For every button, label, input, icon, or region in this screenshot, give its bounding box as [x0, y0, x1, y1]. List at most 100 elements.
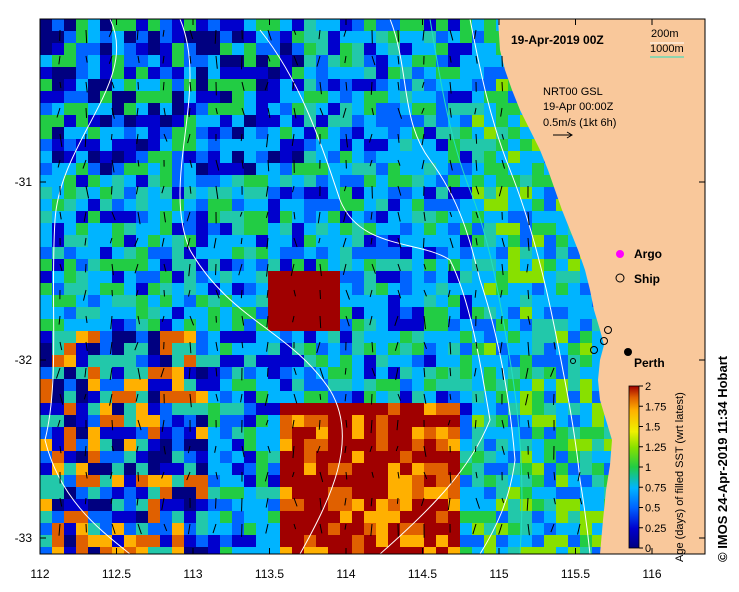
sst-cell — [52, 283, 64, 295]
sst-cell — [196, 55, 208, 67]
sst-cell — [88, 139, 100, 151]
sst-cell — [148, 91, 160, 103]
current-arrow — [527, 237, 530, 251]
sst-cell — [328, 355, 340, 367]
sst-cell — [208, 499, 220, 511]
current-arrow — [501, 237, 505, 247]
sst-cell — [184, 139, 196, 151]
sst-cell — [280, 187, 292, 199]
sst-cell — [244, 223, 256, 235]
sst-cell — [412, 199, 424, 211]
sst-cell — [460, 391, 472, 403]
sst-cell — [388, 79, 400, 91]
sst-cell — [88, 523, 100, 535]
sst-cell — [424, 475, 436, 487]
current-arrow — [83, 211, 87, 222]
sst-cell — [244, 487, 256, 499]
sst-cell — [148, 379, 160, 391]
sst-cell — [256, 307, 268, 319]
sst-cell — [292, 547, 304, 554]
sst-cell — [352, 295, 364, 307]
sst-cell — [304, 331, 316, 343]
current-arrow — [344, 393, 347, 402]
sst-cell — [520, 211, 532, 223]
current-arrow — [474, 445, 477, 453]
sst-cell — [40, 55, 52, 67]
sst-cell — [256, 103, 268, 115]
sst-cell — [544, 187, 556, 199]
sst-cell — [64, 79, 76, 91]
sst-cell — [496, 199, 508, 211]
sst-cell — [292, 31, 304, 43]
sst-cell — [304, 79, 316, 91]
current-arrow — [187, 133, 191, 144]
sst-cell — [280, 379, 292, 391]
sst-cell — [244, 307, 256, 319]
sst-cell — [556, 259, 568, 271]
sst-cell — [412, 523, 424, 535]
sst-cell — [244, 355, 256, 367]
sst-cell — [376, 139, 388, 151]
sst-cell — [292, 199, 304, 211]
argo-label: Argo — [634, 247, 662, 261]
sst-cell — [52, 475, 64, 487]
current-arrow — [189, 185, 192, 194]
sst-cell — [316, 427, 328, 439]
sst-cell — [76, 235, 88, 247]
sst-cell — [244, 547, 256, 554]
current-arrow — [161, 185, 165, 194]
sst-cell — [196, 427, 208, 439]
sst-cell — [196, 271, 208, 283]
sst-cell — [40, 67, 52, 79]
sst-cell — [340, 439, 352, 451]
sst-cell — [148, 79, 160, 91]
sst-cell — [568, 295, 580, 307]
sst-cell — [400, 307, 412, 319]
sst-cell — [484, 403, 496, 415]
sst-cell — [88, 547, 100, 554]
sst-cell — [580, 391, 592, 403]
sst-cell — [208, 307, 220, 319]
sst-cell — [436, 547, 448, 554]
current-arrow — [59, 133, 63, 147]
sst-cell — [448, 163, 460, 175]
sst-cell — [508, 331, 520, 343]
sst-cell — [40, 43, 52, 55]
sst-cell — [376, 19, 388, 31]
sst-cell — [412, 499, 424, 511]
sst-cell — [400, 295, 412, 307]
current-arrow — [343, 185, 347, 192]
sst-cell — [256, 487, 268, 499]
sst-cell — [484, 535, 496, 547]
sst-cell — [508, 115, 520, 127]
sst-cell — [268, 55, 280, 67]
sst-cell — [592, 343, 604, 355]
sst-cell — [364, 199, 376, 211]
current-arrow — [527, 289, 530, 300]
sst-cell — [316, 379, 328, 391]
sst-cell — [508, 151, 520, 163]
current-arrow — [163, 445, 166, 455]
sst-cell — [340, 127, 352, 139]
sst-cell — [364, 91, 376, 103]
sst-cell — [544, 547, 556, 554]
current-arrow — [397, 55, 400, 65]
sst-cell — [208, 427, 220, 439]
sst-cell — [232, 487, 244, 499]
sst-cell — [292, 439, 304, 451]
current-arrow — [108, 55, 113, 64]
sst-cell — [304, 211, 316, 223]
sst-cell — [400, 355, 412, 367]
current-arrow — [111, 445, 115, 452]
sst-cell — [364, 127, 376, 139]
sst-cell — [532, 511, 544, 523]
sst-cell — [544, 235, 556, 247]
sst-cell — [184, 463, 196, 475]
sst-cell — [40, 307, 52, 319]
sst-cell — [280, 427, 292, 439]
sst-cell — [112, 91, 124, 103]
current-arrow — [238, 263, 243, 276]
sst-cell — [268, 427, 280, 439]
sst-cell — [568, 463, 580, 475]
sst-cell — [184, 235, 196, 247]
